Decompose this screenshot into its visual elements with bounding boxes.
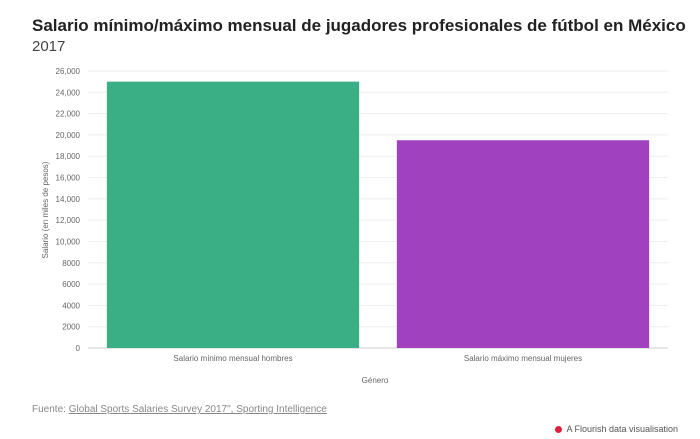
source-link[interactable]: Global Sports Salaries Survey 2017", Spo… [68, 404, 327, 415]
y-tick-label: 18,000 [56, 152, 81, 161]
flourish-credit[interactable]: A Flourish data visualisation [555, 424, 678, 434]
y-axis-label: Salario (en miles de pesos) [41, 161, 50, 258]
y-tick-label: 8000 [62, 259, 80, 268]
y-tick-label: 14,000 [56, 195, 81, 204]
y-tick-label: 2000 [62, 323, 80, 332]
y-tick-label: 24,000 [56, 88, 81, 97]
x-tick-label: Salario mínimo mensual hombres [173, 354, 292, 363]
bar-chart: 0 2000 4000 6000 8000 10,000 12,000 14,000 16,00… [41, 67, 668, 385]
bar[interactable] [396, 140, 650, 348]
source-note: Fuente: Global Sports Salaries Survey 20… [32, 404, 327, 415]
bar[interactable] [106, 81, 360, 349]
chart-subtitle: 2017 [32, 38, 66, 55]
y-tick-label: 12,000 [56, 216, 81, 225]
chart-title: Salario mínimo/máximo mensual de jugador… [32, 16, 686, 35]
y-tick-label: 0 [76, 344, 81, 353]
flourish-logo-icon [555, 425, 563, 433]
x-tick-label: Salario máximo mensual mujeres [464, 354, 582, 363]
y-tick-label: 6000 [62, 280, 80, 289]
y-tick-label: 10,000 [56, 237, 81, 246]
y-tick-label: 4000 [62, 301, 80, 310]
y-tick-label: 22,000 [56, 110, 81, 119]
x-axis-label: Género [362, 376, 389, 385]
y-tick-label: 20,000 [56, 131, 81, 140]
y-tick-label: 16,000 [56, 174, 81, 183]
credit-text: A Flourish data visualisation [566, 424, 678, 434]
y-tick-label: 26,000 [56, 67, 81, 76]
source-prefix: Fuente: [32, 404, 69, 415]
